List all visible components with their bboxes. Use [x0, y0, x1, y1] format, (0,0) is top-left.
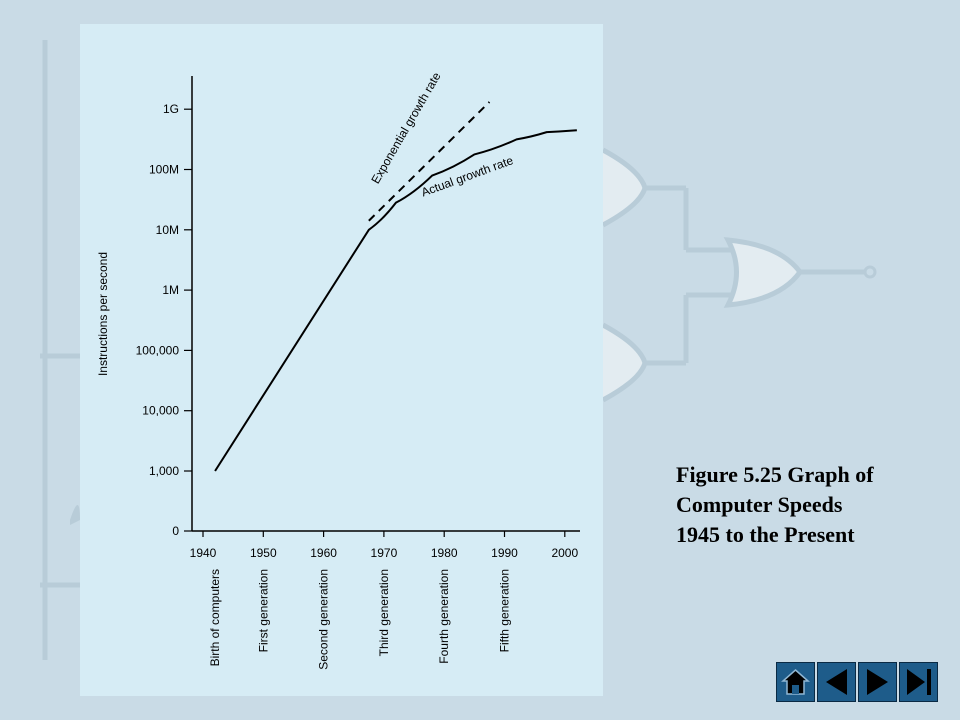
exponential-growth-line: [368, 101, 491, 222]
figure-caption: Figure 5.25 Graph of Computer Speeds 194…: [676, 460, 946, 550]
x-tick-label: 2000: [551, 546, 578, 560]
y-tick-label: 10M: [156, 223, 179, 237]
x-tick-label: 1990: [491, 546, 518, 560]
home-button[interactable]: [776, 662, 815, 702]
slide-navigation: [776, 662, 938, 702]
actual-growth-label: Actual growth rate: [419, 153, 515, 199]
home-icon: [781, 669, 810, 695]
previous-slide-button[interactable]: [858, 662, 897, 702]
x-tick-label: 1940: [190, 546, 217, 560]
y-tick-label: 100,000: [136, 343, 180, 357]
last-slide-icon: [907, 669, 931, 695]
x-tick-label: 1960: [310, 546, 337, 560]
generation-label: Fifth generation: [498, 569, 512, 652]
caption-line-2: Computer Speeds: [676, 492, 843, 517]
y-axis-title: Instructions per second: [96, 252, 110, 376]
chart-panel: [80, 24, 603, 696]
x-tick-label: 1970: [371, 546, 398, 560]
y-tick-label: 100M: [149, 163, 179, 177]
generation-label: Third generation: [377, 569, 391, 656]
y-tick-label: 1M: [162, 283, 179, 297]
generation-label: Fourth generation: [437, 569, 451, 664]
generation-label: Birth of computers: [208, 569, 222, 666]
actual-growth-line: [214, 129, 577, 472]
y-tick-label: 0: [172, 524, 179, 538]
y-tick-label: 10,000: [142, 404, 179, 418]
caption-line-3: 1945 to the Present: [676, 522, 855, 547]
generation-label: Second generation: [317, 569, 331, 670]
previous-slide-icon: [867, 669, 888, 695]
caption-line-1: Figure 5.25 Graph of: [676, 462, 874, 487]
x-tick-label: 1980: [431, 546, 458, 560]
y-tick-label: 1,000: [149, 464, 179, 478]
generation-label: First generation: [256, 569, 270, 652]
exponential-growth-label: Exponential growth rate: [368, 70, 443, 186]
first-slide-button[interactable]: [817, 662, 856, 702]
y-tick-label: 1G: [163, 102, 179, 116]
x-tick-label: 1950: [250, 546, 277, 560]
computer-speed-chart: 0 1,000 10,000 100,000 1M 10M 100M 1G 1940 1950 19…: [96, 70, 580, 670]
last-slide-button[interactable]: [899, 662, 938, 702]
first-slide-icon: [826, 669, 847, 695]
